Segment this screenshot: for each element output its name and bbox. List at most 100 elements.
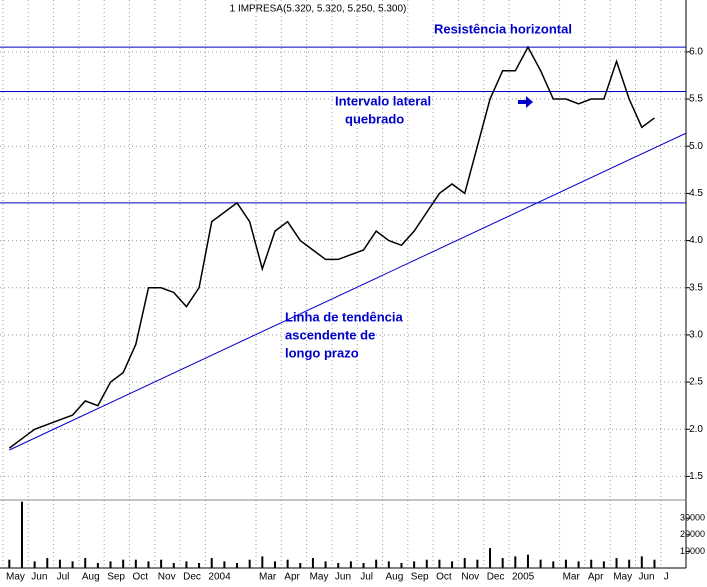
volume-bar <box>476 559 479 568</box>
volume-bar <box>134 559 137 568</box>
x-tick-label: J <box>664 572 669 582</box>
volume-bar <box>286 559 289 568</box>
y-tick-label: 20000 <box>680 529 705 539</box>
trend-line <box>9 132 686 451</box>
volume-bar <box>58 559 61 568</box>
x-tick-label: Sep <box>411 572 429 582</box>
volume-bar <box>602 561 605 568</box>
volume-bar <box>324 561 327 568</box>
x-tick-label: Jul <box>57 572 70 582</box>
y-tick-label: 5.0 <box>689 141 703 152</box>
volume-bar <box>172 563 175 568</box>
x-tick-label: Aug <box>386 572 404 582</box>
arrow <box>518 96 533 108</box>
price-line <box>8 45 655 449</box>
volume-bar <box>539 559 542 568</box>
y-tick-label: 30000 <box>680 513 705 523</box>
y-tick-label: 3.0 <box>689 330 703 341</box>
volume-bar <box>299 563 302 568</box>
volume-bar <box>425 559 428 568</box>
volume-bar <box>210 558 213 568</box>
x-tick-label: Dec <box>487 572 505 582</box>
volume-bar <box>8 559 11 568</box>
x-tick-label: Oct <box>436 572 452 582</box>
volume-bar <box>413 561 416 568</box>
volume-bar <box>514 556 517 568</box>
y-tick-label: 1.5 <box>689 471 703 482</box>
x-tick-label: May <box>310 572 329 582</box>
volume-bar <box>33 561 36 568</box>
chart-title: 1 IMPRESA(5.320, 5.320, 5.250, 5.300) <box>230 4 407 15</box>
volume-bar <box>223 561 226 568</box>
x-tick-label: Oct <box>133 572 149 582</box>
volume-bar <box>122 559 125 568</box>
volume-bar <box>109 561 112 568</box>
y-tick-label: 2.5 <box>689 377 703 388</box>
volume-bar <box>463 558 466 568</box>
volume-bar <box>375 559 378 568</box>
y-tick-label: 2.0 <box>689 424 703 435</box>
annotation: Resistência horizontal <box>434 21 572 36</box>
volume-bar <box>248 559 251 568</box>
volume-bar <box>387 561 390 568</box>
x-tick-label: May <box>613 572 632 582</box>
volume-bar <box>160 559 163 568</box>
y-tick-label: 4.5 <box>689 188 703 199</box>
volume-bar <box>552 561 555 568</box>
y-tick-label: 5.5 <box>689 94 703 105</box>
volume-bar <box>628 559 631 568</box>
volume-bar <box>653 559 656 568</box>
x-tick-label: Aug <box>82 572 100 582</box>
x-tick-label: Mar <box>259 572 277 582</box>
x-tick-label: Jul <box>360 572 373 582</box>
y-tick-label: 3.5 <box>689 282 703 293</box>
volume-bar <box>337 563 340 568</box>
volume-bar <box>400 563 403 568</box>
volume-bar <box>236 563 239 568</box>
x-tick-label: Mar <box>563 572 581 582</box>
volume-bar <box>185 561 188 568</box>
annotation: ascendente de <box>285 327 375 342</box>
x-tick-label: Nov <box>158 572 176 582</box>
volume-bar <box>489 548 492 568</box>
annotation: Linha de tendência <box>285 309 404 324</box>
volume-bar <box>46 558 49 568</box>
x-tick-label: Sep <box>107 572 125 582</box>
annotation: Intervalo lateral <box>335 93 431 108</box>
volume-bar <box>564 559 567 568</box>
volume-bar <box>71 561 74 568</box>
x-tick-label: Jun <box>639 572 655 582</box>
volume-bar <box>198 563 201 568</box>
y-tick-label: 10000 <box>680 546 705 556</box>
volume-bar <box>577 561 580 568</box>
x-tick-label: Jun <box>335 572 351 582</box>
x-tick-label: Apr <box>284 572 300 582</box>
x-tick-label: Jun <box>31 572 47 582</box>
x-tick-label: 2004 <box>208 572 231 582</box>
annotation: longo prazo <box>285 345 359 360</box>
volume-bar <box>261 556 264 568</box>
volume-bar <box>590 559 593 568</box>
volume-bar <box>20 501 23 568</box>
volume-bar <box>147 561 150 568</box>
x-tick-label: May <box>6 572 25 582</box>
x-tick-label: Apr <box>588 572 604 582</box>
volume-bar <box>273 561 276 568</box>
volume-bar <box>84 558 87 568</box>
volume-bar <box>96 563 99 568</box>
volume-bar <box>451 561 454 568</box>
volume-bar <box>615 558 618 568</box>
x-tick-label: Dec <box>183 572 201 582</box>
annotation: quebrado <box>345 111 404 126</box>
volume-bar <box>311 558 314 568</box>
y-tick-label: 4.0 <box>689 235 703 246</box>
x-tick-label: Nov <box>461 572 479 582</box>
y-tick-label: 6.0 <box>689 47 703 58</box>
volume-bar <box>349 561 352 568</box>
volume-bar <box>640 556 643 568</box>
volume-bar <box>501 558 504 568</box>
x-tick-label: 2005 <box>512 572 535 582</box>
volume-bar <box>438 559 441 568</box>
